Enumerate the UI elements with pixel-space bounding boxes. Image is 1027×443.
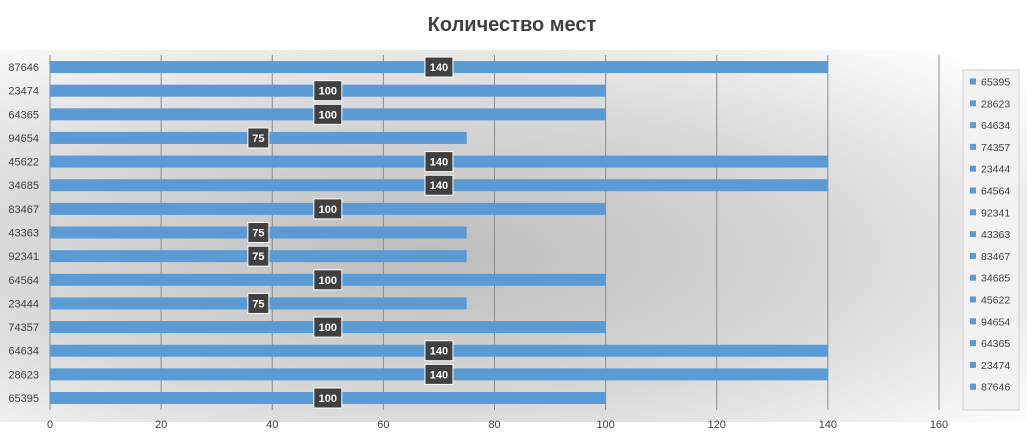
legend-marker	[970, 187, 976, 194]
legend-marker	[970, 361, 976, 368]
data-label: 100	[319, 275, 337, 287]
data-label: 140	[430, 180, 448, 192]
data-label-box	[313, 387, 343, 409]
legend-entry: 43363	[981, 229, 1010, 241]
legend-entry: 34685	[981, 273, 1010, 285]
category-label: 23444	[8, 298, 39, 310]
data-label-box	[313, 103, 343, 125]
data-labels: 100 140 140 100 75 100 75 75 100 140 140 75 100 100 14…	[247, 56, 454, 409]
legend: 65395 28623 64634 74357 23444 64564 92341 43363…	[962, 69, 1020, 411]
legend-marker	[970, 100, 976, 107]
x-tick-label: 140	[819, 419, 837, 431]
x-tick-label: 120	[708, 419, 726, 431]
legend-marker	[970, 383, 976, 390]
data-label-box	[313, 269, 343, 291]
data-label: 100	[319, 204, 337, 216]
data-label: 100	[319, 109, 337, 121]
data-label: 100	[319, 322, 337, 334]
data-label: 140	[430, 346, 448, 358]
category-label: 45622	[8, 157, 39, 169]
x-tick-label: 20	[155, 419, 167, 431]
data-label: 100	[319, 86, 337, 98]
data-label: 140	[430, 157, 448, 169]
category-label: 74357	[8, 322, 39, 334]
category-label: 64634	[8, 346, 39, 358]
category-label: 64564	[8, 275, 39, 287]
data-label-box	[313, 80, 343, 102]
chart-title: Количество мест	[428, 14, 597, 36]
data-label-box	[313, 198, 343, 220]
legend-entry: 83467	[981, 251, 1010, 263]
legend-marker	[970, 143, 976, 150]
legend-entry: 87646	[981, 382, 1010, 394]
data-label: 75	[252, 228, 264, 240]
legend-entry: 23474	[981, 360, 1010, 372]
data-label-box	[424, 56, 454, 78]
legend-entry: 94654	[981, 316, 1010, 328]
category-label: 83467	[8, 204, 39, 216]
legend-marker	[970, 340, 976, 347]
category-label: 28623	[8, 369, 39, 381]
category-label: 65395	[8, 393, 39, 405]
data-label-box	[424, 174, 454, 196]
category-label: 94654	[8, 133, 39, 145]
data-label-box	[247, 127, 270, 149]
legend-marker	[970, 209, 976, 216]
legend-marker	[970, 296, 976, 303]
data-label: 140	[430, 369, 448, 381]
legend-marker	[970, 231, 976, 238]
legend-entry: 28623	[981, 98, 1010, 110]
category-label: 92341	[8, 251, 39, 263]
x-tick-label: 60	[377, 419, 389, 431]
legend-marker	[970, 252, 976, 259]
data-label-box	[424, 151, 454, 173]
data-label-box	[247, 222, 270, 244]
data-label: 75	[252, 298, 264, 310]
x-tick-label: 0	[47, 419, 53, 431]
legend-entry: 45622	[981, 295, 1010, 307]
y-axis-labels: 65395 28623 64634 74357 23444 64564 92341 43363…	[8, 62, 39, 405]
x-tick-label: 40	[266, 419, 278, 431]
legend-entry: 64365	[981, 338, 1010, 350]
legend-marker	[970, 165, 976, 172]
legend-marker	[970, 318, 976, 325]
legend-marker	[970, 122, 976, 129]
data-label: 100	[319, 393, 337, 405]
x-tick-label: 160	[930, 419, 948, 431]
data-label-box	[424, 340, 454, 362]
category-label: 43363	[8, 228, 39, 240]
legend-entry: 64634	[981, 120, 1010, 132]
legend-marker	[970, 274, 976, 281]
category-label: 64365	[8, 109, 39, 121]
legend-entry: 64564	[981, 186, 1010, 198]
data-label: 140	[430, 62, 448, 74]
data-label: 75	[252, 133, 264, 145]
legend-entry: 65395	[981, 77, 1010, 89]
legend-marker	[970, 78, 976, 85]
data-label-box	[247, 245, 270, 267]
category-label: 23474	[8, 86, 39, 98]
legend-entry: 74357	[981, 142, 1010, 154]
data-label: 75	[252, 251, 264, 263]
category-label: 87646	[8, 62, 39, 74]
x-tick-label: 100	[596, 419, 614, 431]
category-label: 34685	[8, 180, 39, 192]
data-label-box	[247, 292, 270, 314]
legend-entry: 23444	[981, 164, 1010, 176]
x-axis-ticks: 0 20 40 60 80 100 120 140 160	[47, 419, 948, 431]
legend-entry: 92341	[981, 207, 1010, 219]
data-label-box	[424, 363, 454, 385]
x-tick-label: 80	[488, 419, 500, 431]
data-label-box	[313, 316, 343, 338]
